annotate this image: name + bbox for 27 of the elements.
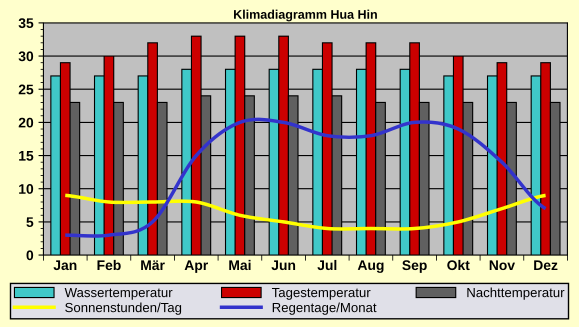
legend-label: Regentage/Monat (272, 302, 376, 315)
x-tick-label: Nov (490, 260, 515, 270)
x-tick-label: Feb (98, 260, 121, 270)
x-tick-label: Mai (229, 260, 251, 270)
y-tick-label: 10 (19, 184, 34, 194)
x-tick-label: Dez (534, 260, 558, 270)
legend-label: Nachttemperatur (467, 288, 564, 300)
y-tick-label: 5 (26, 217, 34, 228)
x-tick-label: Aug (358, 260, 384, 273)
y-tick-label: 15 (19, 151, 34, 161)
x-tick-label: Jun (271, 260, 296, 270)
x-tick-label: Mär (141, 260, 165, 270)
y-tick-label: 20 (18, 118, 34, 128)
x-tick-label: Jul (317, 260, 336, 270)
x-tick-label: Jan (54, 260, 76, 270)
legend-label: Sonnenstunden/Tag (65, 302, 182, 315)
legend-label: Tagestemperatur (272, 288, 370, 300)
x-tick-label: Okt (447, 260, 470, 270)
x-tick-label: Apr (184, 260, 208, 273)
legend-label: Wassertemperatur (64, 288, 172, 300)
x-tick-label: Sep (402, 260, 427, 273)
line-series (64, 194, 548, 231)
y-tick-label: 25 (18, 84, 34, 94)
y-tick-label: 30 (18, 51, 34, 62)
chart-title: Klimadiagramm Hua Hin (234, 10, 377, 22)
y-tick-label: 0 (26, 250, 34, 260)
y-tick-label: 35 (18, 18, 34, 28)
